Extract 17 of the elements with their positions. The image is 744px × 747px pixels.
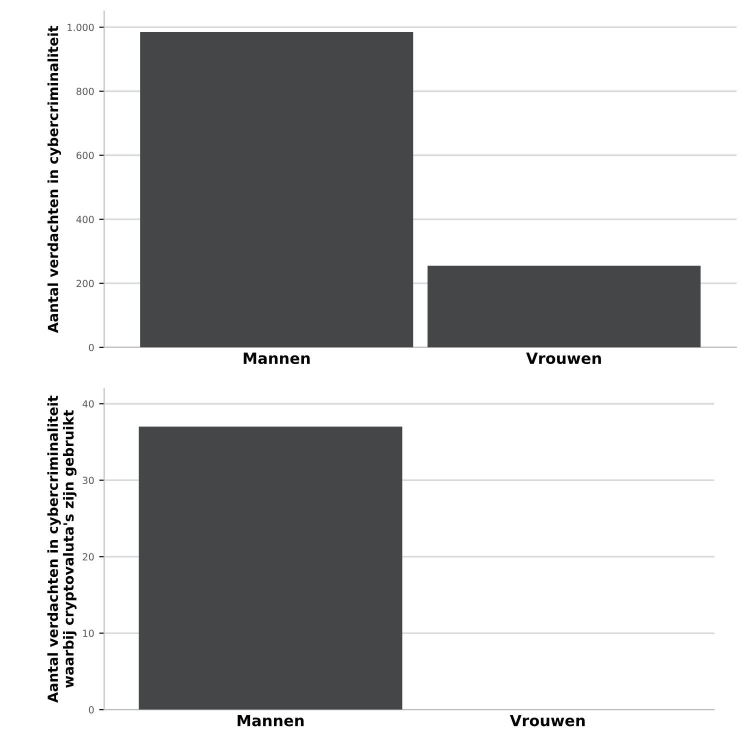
y-tick-label: 0 [88, 344, 94, 352]
y-tick-label: 600 [76, 152, 94, 160]
x-tick-label: Vrouwen [510, 714, 585, 726]
x-tick-label: Mannen [244, 352, 310, 364]
y-tick-label: 10 [83, 630, 94, 638]
x-tick-label: Mannen [238, 714, 304, 726]
y-axis-title: Aantal verdachten in cybercriminaliteit [48, 26, 62, 333]
x-tick-label: Vrouwen [526, 352, 601, 364]
y-tick-label: 20 [82, 553, 94, 561]
y-tick-label: 200 [76, 280, 94, 288]
y-tick-label: 400 [76, 216, 94, 224]
y-tick-label: 30 [82, 476, 94, 484]
y-tick-label: 1.000 [68, 24, 94, 32]
y-tick-label: 800 [76, 88, 94, 96]
y-tick-label: 40 [82, 400, 94, 408]
y-tick-label: 0 [88, 706, 94, 714]
y-axis-title: Aantal verdachten in cybercriminaliteit waarbij cryptovaluta's zijn gebruikt [47, 396, 77, 703]
